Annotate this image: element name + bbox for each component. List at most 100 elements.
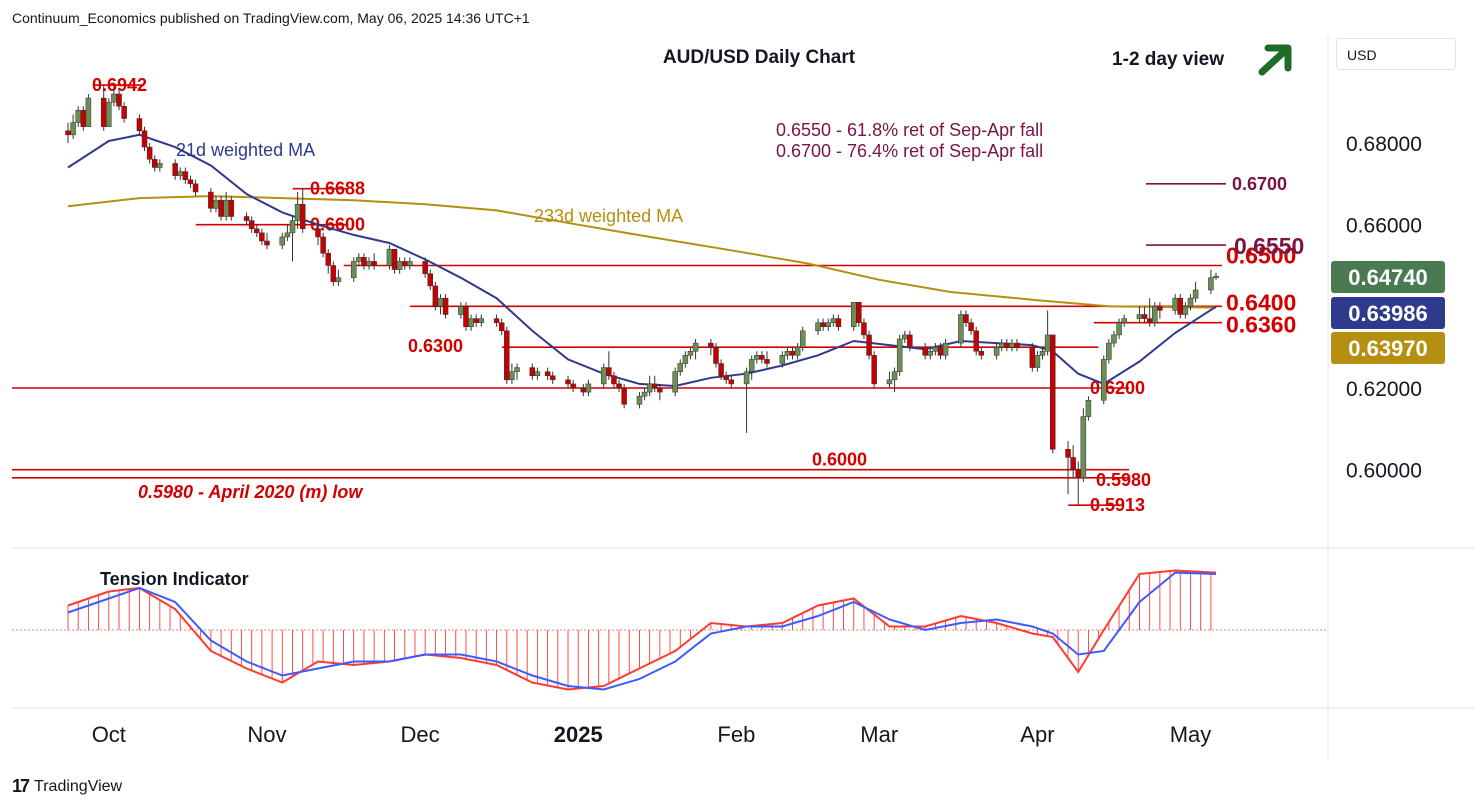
candle-body <box>850 302 857 327</box>
candle-body <box>100 97 107 127</box>
candle-body <box>820 322 826 327</box>
candle-body <box>1029 346 1036 368</box>
level-label: 0.5980 <box>1096 470 1151 490</box>
candle-body <box>65 130 71 136</box>
tradingview-footer[interactable]: 17 TradingView <box>12 776 122 797</box>
candle-body <box>611 375 617 385</box>
candle-body <box>580 387 587 393</box>
candle-body <box>325 253 331 266</box>
candle-body <box>861 322 867 336</box>
candle-body <box>386 248 393 266</box>
tradingview-logo-icon: 17 <box>12 776 30 796</box>
y-tick-label: 0.66000 <box>1346 215 1422 238</box>
candle-body <box>264 240 270 246</box>
candle-body <box>463 306 469 328</box>
candle-body <box>254 228 260 234</box>
candle-body <box>534 371 541 376</box>
candle-body <box>320 236 326 254</box>
currency-selector[interactable]: USD <box>1336 38 1456 70</box>
candle-body <box>682 355 689 364</box>
annotation-text: 0.6700 - 76.4% ret of Sep-Apr fall <box>776 141 1043 161</box>
candle-body <box>284 232 291 238</box>
candle-body <box>1106 342 1112 360</box>
candle-body <box>407 261 413 266</box>
candle-body <box>1049 334 1056 450</box>
candle-body <box>1004 342 1010 348</box>
x-tick-label: Oct <box>92 722 126 747</box>
candle-body <box>116 93 122 107</box>
candle-body <box>922 346 928 356</box>
candle-body <box>1009 342 1015 348</box>
candle-body <box>641 391 648 397</box>
candle-body <box>437 297 444 307</box>
candle-body <box>493 318 500 323</box>
candle-body <box>350 261 357 278</box>
candle-body <box>646 383 653 393</box>
candle-body <box>1141 314 1148 319</box>
candle-body <box>1157 306 1163 311</box>
candle-body <box>208 191 214 209</box>
tension-title: Tension Indicator <box>100 569 249 589</box>
candle-body <box>1146 318 1153 323</box>
candle-body <box>1182 306 1189 315</box>
candle-body <box>549 375 556 381</box>
candle-body <box>600 367 607 385</box>
candle-body <box>371 261 377 266</box>
candle-body <box>799 330 806 348</box>
price-badge-label: 0.64740 <box>1348 265 1428 290</box>
candle-body <box>458 306 464 315</box>
level-label: 0.6360 <box>1226 312 1296 338</box>
candle-body <box>478 318 485 323</box>
x-tick-label: Dec <box>400 722 439 747</box>
level-label: 0.6942 <box>92 75 147 95</box>
candle-body <box>1044 334 1051 352</box>
candle-body <box>504 330 510 381</box>
candle-body <box>907 334 913 348</box>
candle-body <box>718 363 724 376</box>
candle-body <box>1039 351 1046 356</box>
candle-body <box>248 220 255 229</box>
candle-body <box>146 146 153 160</box>
candle-body <box>136 118 143 131</box>
tension-red-line <box>67 569 1217 691</box>
price-badge <box>1331 261 1445 293</box>
candle-body <box>1213 275 1219 279</box>
candle-body <box>544 371 551 376</box>
candle-body <box>728 379 735 385</box>
level-label: 0.6600 <box>310 215 365 235</box>
candle-body <box>391 248 398 270</box>
candle-body <box>856 302 862 323</box>
candle-body <box>1075 469 1081 479</box>
level-label: 0.5913 <box>1090 495 1145 515</box>
candle-body <box>748 359 755 372</box>
candle-body <box>1014 342 1020 348</box>
candle-body <box>75 110 81 123</box>
up-arrow-icon <box>1258 44 1292 76</box>
candle-body <box>830 318 837 323</box>
candle-body <box>498 322 505 332</box>
candle-body <box>687 351 694 356</box>
price-badge <box>1331 297 1445 329</box>
candle-body <box>401 261 408 266</box>
candle-body <box>1187 297 1194 307</box>
candle-body <box>177 171 183 176</box>
candle-body <box>1192 289 1199 299</box>
candle-body <box>621 387 627 405</box>
candle-body <box>1136 314 1143 319</box>
candle-body <box>294 204 301 221</box>
candle-body <box>289 220 296 234</box>
candle-body <box>891 371 898 381</box>
candle-body <box>896 338 903 372</box>
candle-body <box>468 318 474 328</box>
candle-body <box>243 216 250 221</box>
candle-body <box>187 179 194 185</box>
candle-body <box>228 199 235 217</box>
candle-body <box>636 395 643 405</box>
level-label: 0.6400 <box>1226 289 1296 315</box>
candle-body <box>743 371 750 385</box>
price-badge <box>1331 332 1445 364</box>
candle-body <box>1085 400 1092 417</box>
tradingview-brand: TradingView <box>34 777 123 795</box>
candle-body <box>335 277 342 283</box>
